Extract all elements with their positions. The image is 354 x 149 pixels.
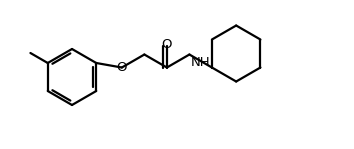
Text: O: O	[116, 61, 127, 74]
Text: NH: NH	[190, 56, 210, 69]
Text: O: O	[162, 38, 172, 51]
